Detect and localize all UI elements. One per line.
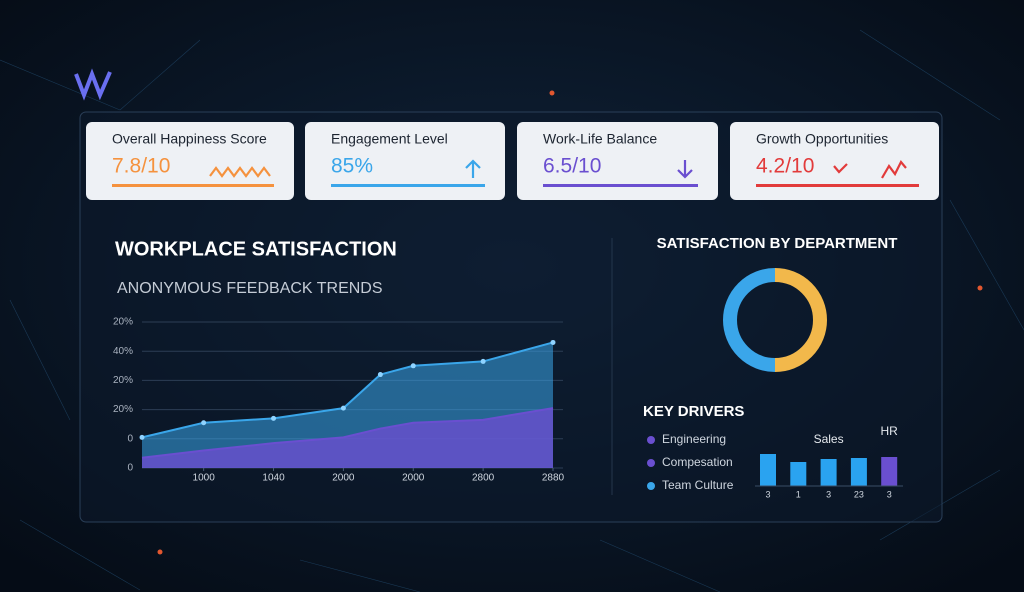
main-subtitle: ANONYMOUS FEEDBACK TRENDS xyxy=(117,280,383,297)
x-tick-label: 2880 xyxy=(542,473,565,484)
bar xyxy=(820,459,837,486)
card-icon xyxy=(465,159,481,178)
bar xyxy=(850,458,867,486)
logo xyxy=(74,68,112,101)
card-icon xyxy=(677,160,693,179)
point xyxy=(201,420,207,426)
x-tick-label: 3 xyxy=(887,489,892,499)
card xyxy=(730,122,939,200)
card-icon xyxy=(833,160,907,179)
legend-dot xyxy=(647,459,655,467)
card-underline xyxy=(112,184,274,187)
point xyxy=(340,405,346,411)
card-underline xyxy=(331,184,485,187)
card-title: Engagement Level xyxy=(331,131,448,147)
card-value: 7.8/10 xyxy=(112,155,170,178)
x-tick-label: 2800 xyxy=(472,473,495,484)
y-tick-label: 40% xyxy=(113,346,133,357)
card-value: 4.2/10 xyxy=(756,155,814,178)
x-tick-label: 3 xyxy=(826,489,831,499)
area-fill xyxy=(142,408,553,468)
point xyxy=(410,363,416,369)
card xyxy=(86,122,294,200)
x-tick-label: 2000 xyxy=(332,473,355,484)
point xyxy=(480,358,486,364)
card-value: 85% xyxy=(331,155,373,178)
dots xyxy=(157,90,983,555)
card-underline xyxy=(756,184,919,187)
card-underline xyxy=(543,184,698,187)
point xyxy=(271,415,277,421)
annotation: HR xyxy=(881,424,899,438)
donut-segment xyxy=(774,268,827,372)
point xyxy=(139,434,145,440)
series-line xyxy=(141,407,554,459)
point xyxy=(550,339,556,345)
point xyxy=(377,372,383,378)
card-title: Work-Life Balance xyxy=(543,131,657,147)
y-tick-label: 20% xyxy=(113,375,133,386)
y-tick-label: 20% xyxy=(113,317,133,328)
x-tick-label: 2000 xyxy=(402,473,425,484)
card xyxy=(305,122,505,200)
legend-label: Compesation xyxy=(662,455,733,469)
x-tick-label: 1 xyxy=(796,489,801,499)
card-value: 6.5/10 xyxy=(543,155,601,178)
bar xyxy=(881,457,898,486)
legend-label: Team Culture xyxy=(662,478,734,492)
legend-dot xyxy=(647,482,655,490)
card xyxy=(517,122,718,200)
x-tick-label: 1040 xyxy=(262,473,285,484)
donut-segment xyxy=(723,268,776,372)
series-line xyxy=(141,341,554,439)
bar xyxy=(760,454,776,486)
card-title: Overall Happiness Score xyxy=(112,131,267,147)
drivers-title: KEY DRIVERS xyxy=(643,403,744,420)
y-tick-label: 20% xyxy=(113,404,133,415)
legend-label: Engineering xyxy=(662,432,726,446)
x-tick-label: 1000 xyxy=(193,473,216,484)
annotation: Sales xyxy=(814,432,844,446)
donut-title: SATISFACTION BY DEPARTMENT xyxy=(657,235,898,252)
main-title: WORKPLACE SATISFACTION xyxy=(115,238,397,260)
y-tick-label: 0 xyxy=(127,433,133,444)
legend-dot xyxy=(647,436,655,444)
bar xyxy=(790,462,807,486)
x-tick-label: 3 xyxy=(765,489,770,499)
card-icon xyxy=(209,166,271,178)
card-title: Growth Opportunities xyxy=(756,131,888,147)
y-tick-label: 0 xyxy=(127,463,133,474)
x-tick-label: 23 xyxy=(854,489,864,499)
